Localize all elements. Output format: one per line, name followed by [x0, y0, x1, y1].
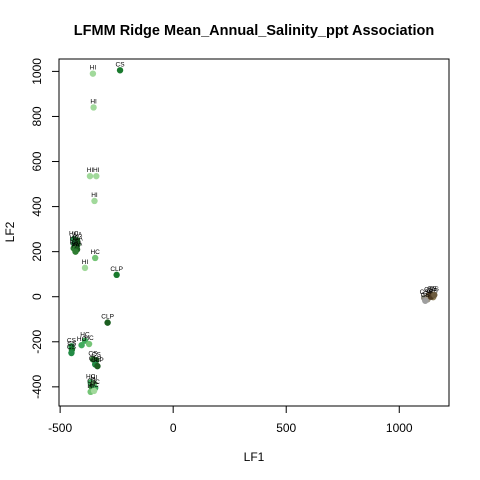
- point-label: CS: [428, 285, 438, 292]
- point-label: CS: [430, 286, 440, 293]
- point-label: HC: [69, 230, 79, 237]
- data-point: [85, 340, 93, 348]
- y-tick-label: 200: [30, 241, 44, 261]
- point-label: HC: [84, 335, 94, 342]
- point-label: CS: [88, 350, 98, 357]
- point-label: HI: [93, 167, 100, 174]
- point-label: HC: [86, 373, 96, 380]
- point-label: HC: [90, 379, 100, 386]
- y-axis: -400 -200 0 200 400 600 800 1000: [30, 58, 60, 399]
- point-label: CS: [92, 351, 102, 358]
- point-label: HI: [87, 383, 94, 390]
- point-label: PA: [70, 239, 79, 246]
- point-label: HC: [69, 235, 79, 242]
- x-axis: -500 0 500 1000: [48, 405, 413, 435]
- point-label: HI: [82, 259, 89, 266]
- point-label: CS: [429, 288, 439, 295]
- point-label: HI: [90, 65, 97, 72]
- y-axis-label: LF2: [3, 221, 17, 242]
- point-label: CLP: [110, 266, 123, 273]
- y-tick-label: 400: [30, 196, 44, 216]
- y-tick-label: -400: [30, 375, 44, 399]
- data-point: [72, 248, 79, 255]
- y-tick-label: -200: [30, 329, 44, 353]
- data-point: [113, 271, 120, 279]
- point-label: WA: [72, 231, 83, 238]
- point-label: CS: [424, 287, 434, 294]
- point-label: CS: [67, 341, 77, 348]
- x-tick-label: 500: [276, 421, 296, 435]
- data-point: [91, 197, 98, 205]
- point-label: CS: [87, 378, 97, 385]
- y-tick-label: 600: [30, 151, 44, 171]
- data-point: [422, 297, 429, 304]
- data-point: [90, 104, 97, 111]
- data-point: [68, 349, 75, 357]
- point-label: HI: [91, 374, 98, 381]
- data-point: [81, 264, 89, 272]
- data-point: [78, 341, 85, 349]
- y-tick-label: 800: [30, 106, 44, 126]
- data-point: [431, 291, 438, 299]
- chart-title: LFMM Ridge Mean_Annual_Salinity_ppt Asso…: [74, 23, 434, 39]
- point-label: PA: [71, 243, 80, 250]
- data-point: [93, 172, 100, 180]
- data-point: [91, 254, 99, 262]
- point-label: HI: [87, 167, 94, 174]
- point-label: CS: [67, 344, 77, 351]
- point-label: HC: [77, 336, 87, 343]
- point-label: CS: [67, 337, 77, 344]
- data-point: [94, 362, 101, 370]
- data-point: [90, 387, 98, 395]
- point-label: HI: [90, 98, 97, 105]
- point-label: CS: [116, 61, 126, 68]
- point-label: HC: [90, 249, 100, 256]
- point-label: CLP: [101, 314, 114, 321]
- point-label: CS: [421, 292, 431, 299]
- point-label: CLP: [91, 357, 104, 364]
- point-label: WA: [72, 240, 83, 247]
- x-tick-label: -500: [48, 421, 72, 435]
- data-point: [116, 67, 124, 74]
- data-point: [89, 70, 97, 77]
- point-label: CLP: [89, 355, 102, 362]
- x-axis-label: LF1: [244, 450, 265, 464]
- plot-frame: [58, 58, 450, 407]
- point-label: HC: [89, 382, 99, 389]
- point-label: CS: [426, 288, 436, 295]
- point-label: WA: [72, 235, 83, 242]
- point-label: CS: [423, 290, 433, 297]
- point-label: HC: [80, 332, 90, 339]
- y-tick-label: 0: [30, 293, 44, 300]
- point-label: CS: [420, 289, 430, 296]
- point-label: HI: [91, 192, 98, 199]
- x-tick-label: 1000: [386, 421, 413, 435]
- x-tick-label: 0: [170, 421, 177, 435]
- data-point: [104, 319, 111, 326]
- y-tick-label: 1000: [30, 58, 44, 85]
- data-point: [86, 172, 94, 180]
